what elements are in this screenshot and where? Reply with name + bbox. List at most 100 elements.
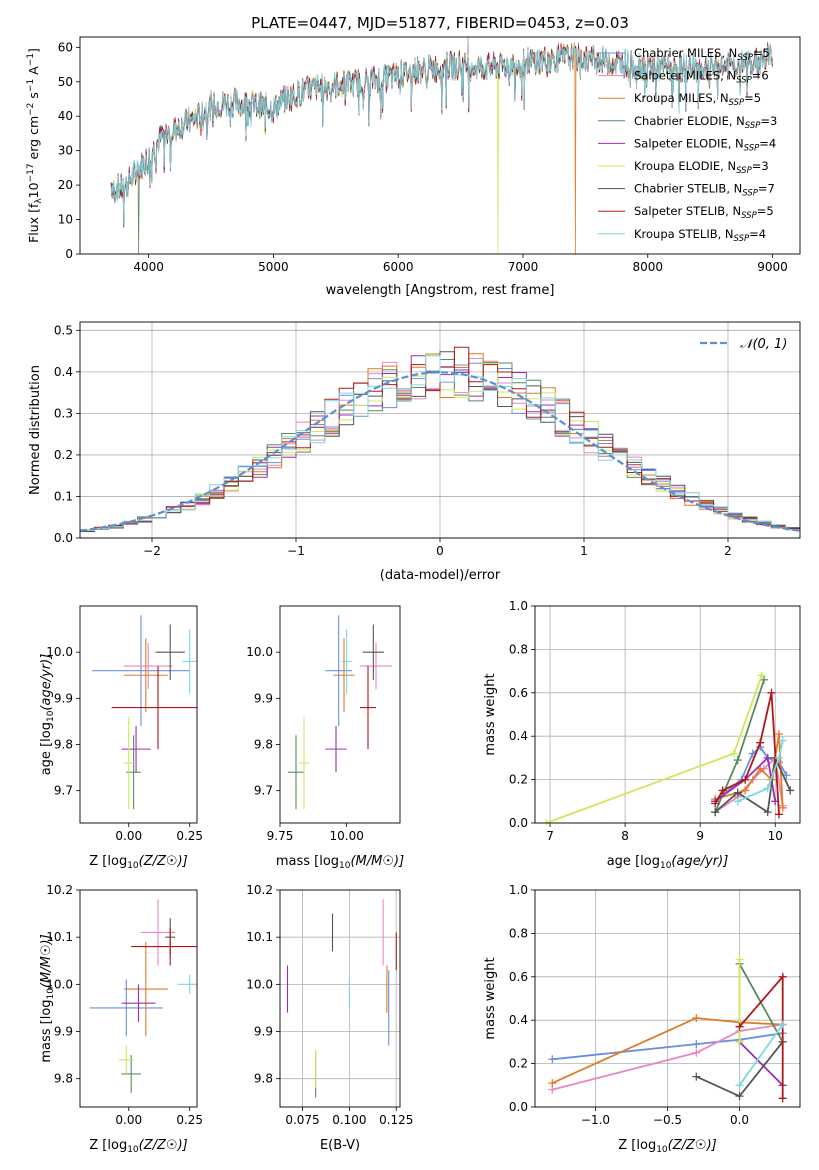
y-tick-label: 50 <box>58 75 73 89</box>
series-kroupa-stelib <box>738 1023 784 1086</box>
x-tick-label: 10.00 <box>329 829 363 843</box>
series-salpeter-miles <box>552 1023 783 1091</box>
x-axis-label: Z [log10(Z/Z☉)] <box>618 1138 716 1155</box>
legend-text-part: SSP <box>736 166 752 176</box>
axis-label-part: age [log <box>607 854 660 869</box>
point-kroupa-miles <box>774 730 783 739</box>
legend-text-part: SSP <box>736 76 752 86</box>
y-tick-label: 0.2 <box>509 773 528 787</box>
y-tick-label: 0.6 <box>509 686 528 700</box>
y-tick-label: 10.2 <box>246 883 273 897</box>
y-tick-label: 0.4 <box>509 1013 528 1027</box>
y-tick-label: 20 <box>58 178 73 192</box>
point-salpeter-stelib <box>711 799 720 808</box>
legend-label: Chabrier ELODIE, NSSP=3 <box>634 114 777 131</box>
y-tick-label: 9.7 <box>54 784 73 798</box>
point-kroupa-miles <box>548 1079 557 1088</box>
legend-text-part: Salpeter ELODIE, N <box>634 136 744 150</box>
spectrum-lines <box>110 37 773 254</box>
point-kroupa-stelib <box>778 736 787 745</box>
point-salpeter-stelib <box>735 1022 744 1031</box>
axes-frame <box>279 605 401 824</box>
point-salpeter-elodie <box>763 753 772 762</box>
series-salpeter-elodie <box>738 1041 784 1086</box>
legend-text-part: =5 <box>757 204 774 218</box>
axis-label-part: 10 <box>656 1145 668 1155</box>
y-axis-label: Normed distribution <box>28 365 43 495</box>
legend-text-part: Chabrier MILES, N <box>634 46 737 60</box>
x-tick-label: 9.75 <box>267 829 294 843</box>
y-tick-label: 10.2 <box>46 883 73 897</box>
panel-spectrum: 4000 5000 6000 7000 8000 9000 0 10 20 30 40 50 60 PLA… <box>26 14 801 298</box>
error-bars <box>92 615 197 810</box>
legend-text-part: SSP <box>734 234 750 244</box>
point-chabrier-miles <box>692 1040 701 1049</box>
x-tick-label: 0.125 <box>379 1113 413 1127</box>
x-axis-label: Z [log10(Z/Z☉)] <box>89 854 187 871</box>
point-kroupa-elodie <box>735 1037 744 1046</box>
legend-text-part: =5 <box>744 91 761 105</box>
legend-text-part: SSP <box>741 211 757 221</box>
legend-text-part: Chabrier STELIB, N <box>634 182 742 196</box>
axis-label-part: 10 <box>46 710 56 722</box>
legend-text-part: SSP <box>745 121 761 131</box>
y-tick-label: 0.0 <box>509 816 528 830</box>
point-kroupa-stelib <box>774 753 783 762</box>
y-tick-label: 0.0 <box>54 531 73 545</box>
x-tick-label: 9 <box>696 829 704 843</box>
legend-label: 𝒩(0, 1) <box>740 337 787 352</box>
x-tick-label: 10 <box>768 829 783 843</box>
y-tick-label: 1.0 <box>509 599 528 613</box>
series-data <box>110 37 773 225</box>
series-salpeter-stelib <box>738 974 784 1099</box>
panel-residuals: −2 −1 0 1 2 0.0 0.1 0.2 0.3 0.4 0.5 (data-model)/er… <box>28 321 801 583</box>
x-tick-label: 0.0 <box>730 1113 749 1127</box>
series-kroupa-stelib <box>737 740 784 803</box>
x-tick-label: 0.25 <box>176 829 203 843</box>
chart-title: PLATE=0447, MJD=51877, FIBERID=0453, z=0… <box>251 14 629 32</box>
y-tick-label: 40 <box>58 109 73 123</box>
axis-label-part: (Z/Z☉)] <box>139 1138 188 1153</box>
panel-age-vs-Z: 0.00 0.259.79.89.910.0Z [log10(Z/Z☉)]age … <box>39 605 203 871</box>
y-tick-label: 0.6 <box>509 970 528 984</box>
panel-mass-weight-vs-Z: −1.0 −0.5 0.0 0.0 0.2 0.4 0.6 0.8 1.0 Z [log10(Z/… <box>483 883 801 1155</box>
point-salpeter-stelib <box>767 688 776 697</box>
legend-label: Salpeter STELIB, NSSP=5 <box>634 204 774 221</box>
legend-text-part: =6 <box>752 69 769 83</box>
y-tick-label: 9.8 <box>254 738 273 752</box>
legend-text-part: =4 <box>749 227 766 241</box>
normal-curve <box>80 371 800 532</box>
y-tick-label: 0.0 <box>509 1100 528 1114</box>
weight-lines <box>542 671 795 825</box>
legend-text-part: SSP <box>742 189 758 199</box>
x-tick-label: 6000 <box>383 260 414 274</box>
x-axis-label: wavelength [Angstrom, rest frame] <box>326 283 555 298</box>
y-tick-label: 10.0 <box>46 645 73 659</box>
axes-frame <box>79 321 801 539</box>
point-kroupa-elodie <box>735 955 744 964</box>
error-bars <box>89 899 197 1093</box>
x-tick-label: 0.25 <box>176 1113 203 1127</box>
axes-frame <box>79 605 198 824</box>
legend-text-part: Kroupa STELIB, N <box>634 227 734 241</box>
series-kroupa-stelib <box>110 43 773 226</box>
series-salpeter-stelib <box>110 43 773 228</box>
legend-label: Kroupa ELODIE, NSSP=3 <box>634 159 769 176</box>
x-tick-label: −1 <box>287 544 305 558</box>
x-tick-label: −0.5 <box>653 1113 682 1127</box>
legend-text-part: =4 <box>759 136 776 150</box>
x-tick-label: 8 <box>621 829 629 843</box>
x-axis-label: (data-model)/error <box>380 568 501 583</box>
x-tick-label: 7000 <box>508 260 539 274</box>
y-tick-label: 9.8 <box>254 1072 273 1086</box>
legend-text-part: Kroupa MILES, N <box>634 91 729 105</box>
y-tick-label: 0.4 <box>509 729 528 743</box>
x-tick-label: 0.075 <box>285 1113 319 1127</box>
point-kroupa-stelib <box>733 797 742 806</box>
y-axis-label: mass [log10(M/M☉)] <box>39 934 56 1062</box>
point-kroupa-miles <box>692 1014 701 1023</box>
y-tick-label: 10.0 <box>46 977 73 991</box>
axis-label-part: 10 <box>660 861 672 871</box>
axis-label-part: (age/yr)] <box>671 854 728 869</box>
